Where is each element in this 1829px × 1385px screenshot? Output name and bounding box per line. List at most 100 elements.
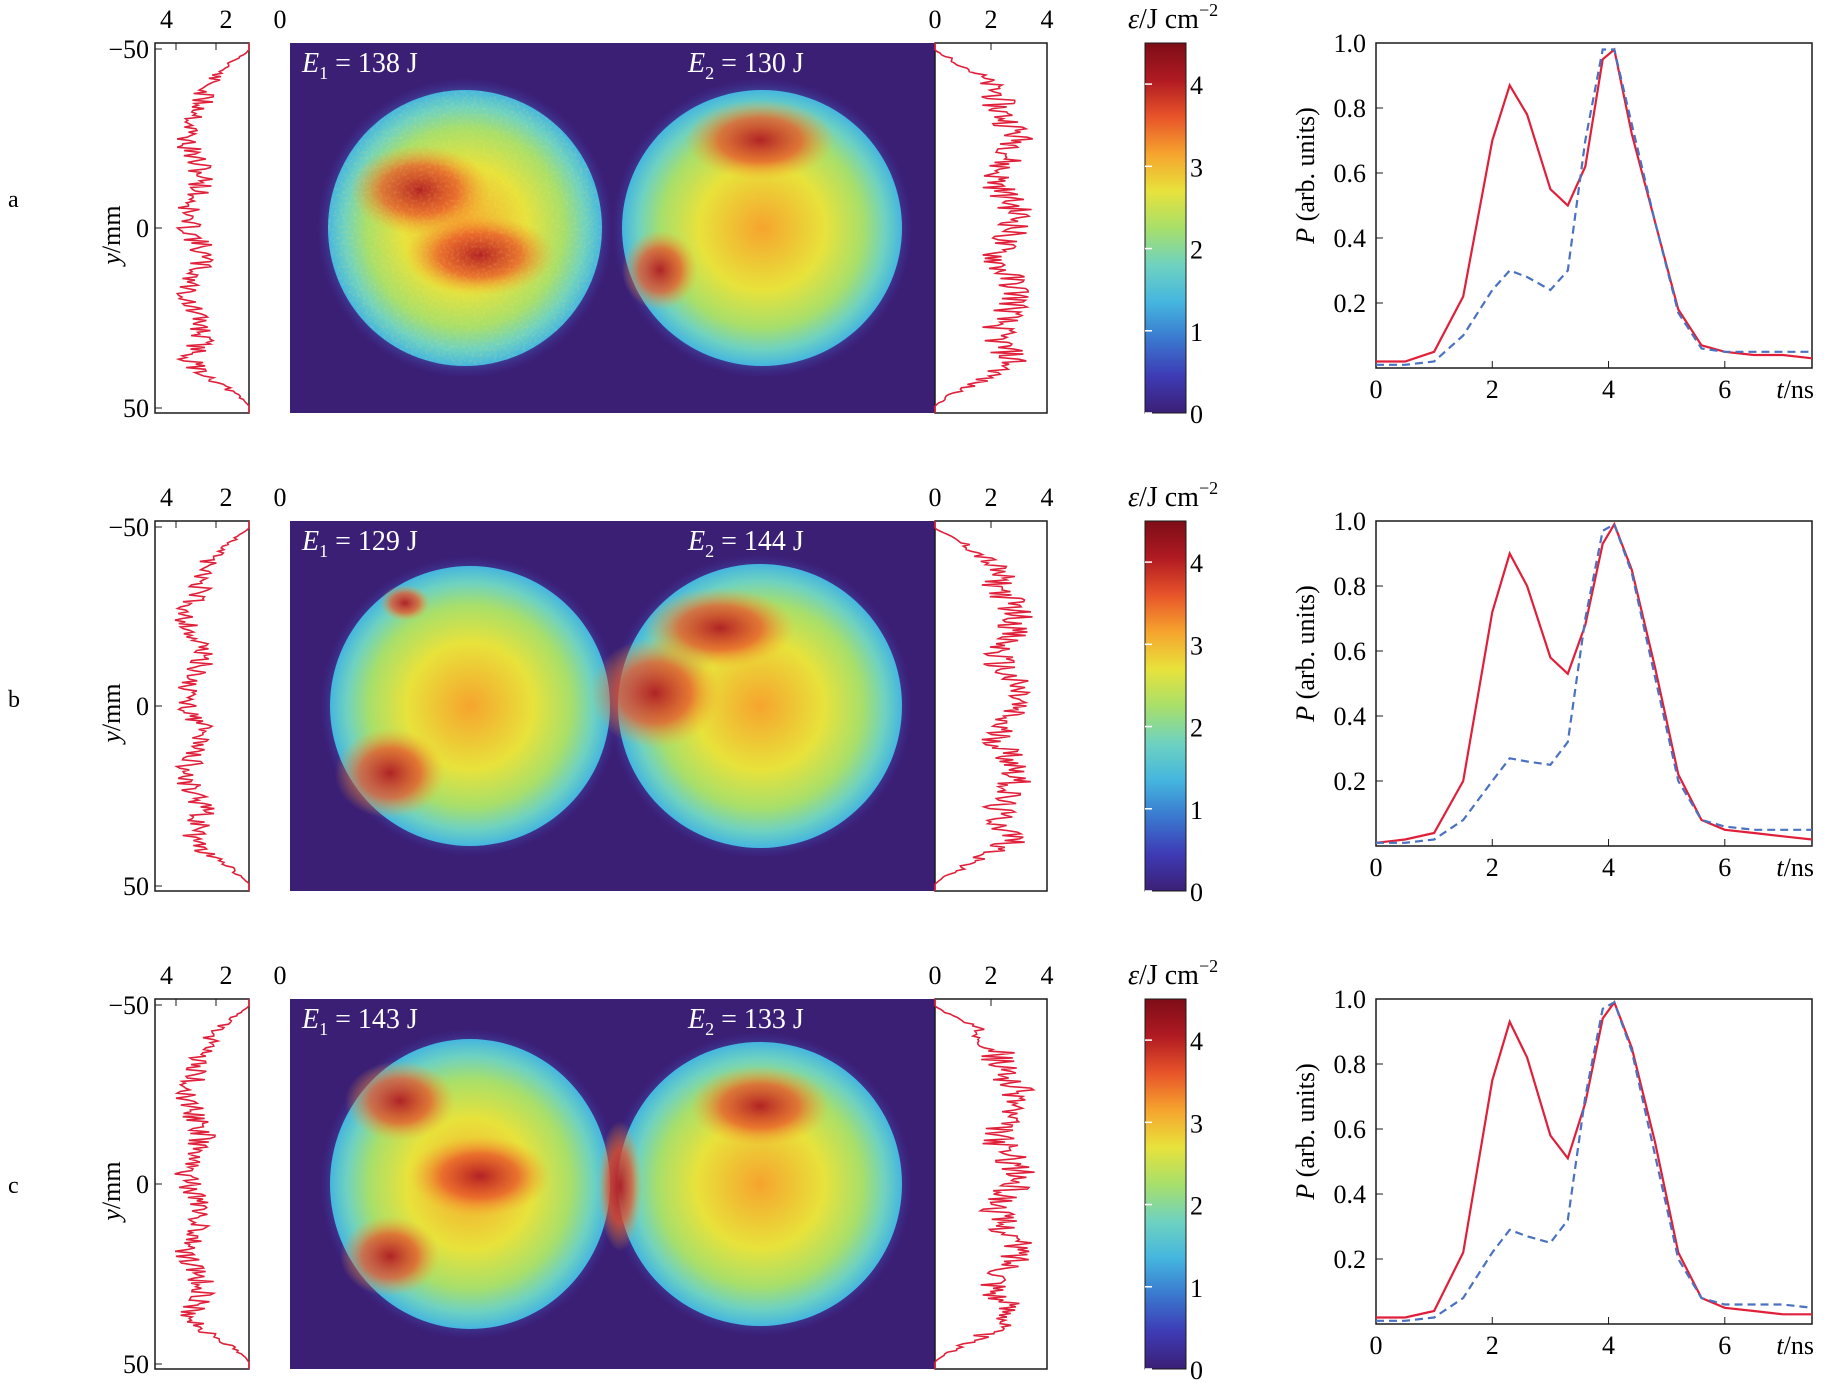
- colorbar-tick-label: 4: [1190, 549, 1203, 578]
- y-tick-label: 0.8: [1334, 572, 1367, 601]
- series-line-total: [1375, 521, 1813, 844]
- pulse-chart-a: 0.2 0.4 0.6 0.8 1.0 0 2 4 6 t/ns P (arb. units): [1291, 29, 1814, 404]
- left-profile-curve: [174, 999, 250, 1369]
- tick-label: 0: [929, 483, 942, 512]
- x-tick-label: 4: [1602, 375, 1615, 404]
- x-tick-label: 4: [1602, 853, 1615, 882]
- colorbar-tick-label: 4: [1190, 71, 1203, 100]
- colorbar-tick-label: 3: [1190, 1109, 1203, 1138]
- x-axis-label: t/ns: [1776, 375, 1814, 404]
- series-line-single: [1376, 1000, 1813, 1322]
- x-tick-label: 2: [1486, 853, 1499, 882]
- tick-label: 4: [160, 5, 173, 34]
- tick-label: 4: [160, 961, 173, 990]
- colorbar-tick-label: 0: [1190, 400, 1203, 429]
- y-axis-label: y/mm: [97, 205, 126, 267]
- tick-label: 0: [274, 5, 287, 34]
- tick-label: 2: [985, 5, 998, 34]
- x-tick-label: 6: [1718, 1331, 1731, 1360]
- tick-label: 2: [220, 483, 233, 512]
- colorbar-tick-label: 1: [1190, 1274, 1203, 1303]
- y-tick-label: 0.2: [1334, 767, 1367, 796]
- x-tick-label: 4: [1602, 1331, 1615, 1360]
- e2-label: E2 = 130 J: [687, 48, 804, 83]
- colorbar-tick-label: 4: [1190, 1027, 1203, 1056]
- right-profile-curve: [934, 43, 1033, 413]
- right-profile: 0 2 4: [929, 5, 1054, 414]
- profile-y-ticks: −50 0 50: [108, 35, 162, 423]
- colorbar-tick-label: 0: [1190, 878, 1203, 907]
- x-tick-label: 6: [1718, 375, 1731, 404]
- y-axis-label: y/mm: [97, 1161, 126, 1223]
- series-line-total: [1376, 1000, 1812, 1319]
- colorbar: ε/J cm−2 0 1 2 3 4: [1128, 478, 1218, 907]
- right-profile: 0 2 4: [929, 483, 1054, 892]
- panel-label: b: [8, 687, 20, 713]
- tick-label: 4: [1041, 5, 1054, 34]
- colorbar-tick-label: 1: [1190, 796, 1203, 825]
- x-axis-label: t/ns: [1776, 853, 1814, 882]
- e2-label: E2 = 133 J: [687, 1004, 804, 1039]
- panel-label: c: [8, 1173, 19, 1199]
- y-tick-label: 0.4: [1334, 1180, 1367, 1209]
- tick-label: 2: [220, 5, 233, 34]
- fluence-map: E1 = 129 J E2 = 144 J: [290, 521, 935, 891]
- beam-pattern: [320, 554, 912, 858]
- tick-label: 4: [160, 483, 173, 512]
- tick-label: 2: [985, 483, 998, 512]
- y-axis-label: P (arb. units): [1291, 585, 1320, 722]
- right-profile-frame: [934, 520, 1048, 892]
- left-profile-frame: [154, 520, 250, 892]
- colorbar: ε/J cm−2 0 1 2 3 4: [1128, 0, 1218, 429]
- y-tick-label: 1.0: [1334, 29, 1367, 58]
- y-tick-label: 0: [136, 1170, 149, 1199]
- series-line-single: [1376, 522, 1812, 844]
- y-tick-label: 0.8: [1334, 1050, 1367, 1079]
- y-axis-label: P (arb. units): [1291, 1063, 1320, 1200]
- y-tick-label: −50: [108, 991, 149, 1020]
- pulse-chart-c: 0.2 0.4 0.6 0.8 1.0 0 2 4 6 t/ns P (arb. units): [1291, 985, 1814, 1360]
- y-tick-label: 1.0: [1334, 507, 1367, 536]
- right-profile-curve: [934, 999, 1036, 1369]
- colorbar-label: ε/J cm−2: [1128, 478, 1218, 513]
- right-profile: 0 2 4: [929, 961, 1054, 1370]
- left-profile: 4 2 0 −50 0 50 y/mm: [97, 483, 287, 901]
- y-tick-label: 0.4: [1334, 702, 1367, 731]
- e1-label: E1 = 138 J: [301, 48, 418, 83]
- x-tick-label: 6: [1718, 853, 1731, 882]
- y-tick-label: 50: [123, 1350, 149, 1379]
- plot-frame: [1375, 520, 1813, 847]
- y-tick-label: −50: [108, 35, 149, 64]
- plot-frame: [1375, 998, 1813, 1325]
- fluence-map: E1 = 138 J E2 = 130 J: [290, 43, 935, 413]
- panel-label: a: [8, 187, 19, 213]
- y-axis-label: P (arb. units): [1291, 107, 1320, 244]
- series-line-total: [1376, 47, 1813, 363]
- colorbar-tick-label: 0: [1190, 1356, 1203, 1385]
- tick-label: 0: [929, 5, 942, 34]
- tick-label: 0: [929, 961, 942, 990]
- series-line-single: [1376, 48, 1812, 366]
- tick-label: 2: [220, 961, 233, 990]
- panel-c: c 4 2 0 −50 0 50 y/mm: [8, 956, 1814, 1385]
- right-profile-curve: [934, 521, 1033, 891]
- left-profile-curve: [174, 521, 250, 891]
- y-tick-label: 0: [136, 214, 149, 243]
- colorbar-tick-label: 2: [1190, 1192, 1203, 1221]
- y-tick-label: 1.0: [1334, 985, 1367, 1014]
- colorbar-scale: [1144, 520, 1187, 892]
- beam-pattern: [317, 78, 912, 378]
- y-tick-label: 0.6: [1334, 159, 1367, 188]
- pulse-chart-b: 0.2 0.4 0.6 0.8 1.0 0 2 4 6 t/ns P (arb. units): [1291, 507, 1814, 882]
- colorbar-label: ε/J cm−2: [1128, 956, 1218, 991]
- e1-label: E1 = 143 J: [301, 1004, 418, 1039]
- y-tick-label: 0.2: [1334, 1245, 1367, 1274]
- y-tick-label: 0.2: [1334, 289, 1367, 318]
- panel-b: b 4 2 0 −50 0 50 y/mm: [8, 478, 1814, 907]
- colorbar-tick-label: 3: [1190, 631, 1203, 660]
- x-tick-label: 2: [1486, 1331, 1499, 1360]
- colorbar-tick-label: 1: [1190, 318, 1203, 347]
- colorbar-tick-label: 2: [1190, 236, 1203, 265]
- panel-a: a 4 2 0 −50 0 50 y/mm: [8, 0, 1814, 429]
- y-tick-label: 0.6: [1334, 1115, 1367, 1144]
